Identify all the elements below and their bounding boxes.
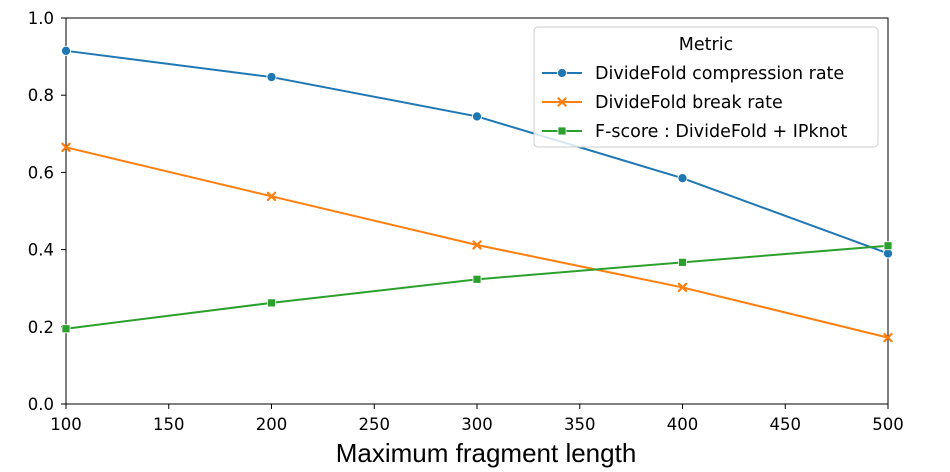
series-line	[65, 244, 889, 330]
y-tick-label: 0.2	[28, 318, 54, 337]
legend: Metric DivideFold compression rate DivideF…	[533, 26, 879, 148]
x-tick-label: 400	[667, 415, 699, 434]
legend-item: DivideFold compression rate	[542, 64, 844, 84]
y-tick-label: 0.6	[28, 163, 54, 182]
legend-item: DivideFold break rate	[542, 93, 783, 113]
series-2	[61, 142, 893, 343]
y-tick-label: 0.0	[28, 395, 54, 414]
x-tick-label: 500	[872, 415, 904, 434]
marker-stroke	[472, 240, 482, 250]
data-point	[267, 298, 276, 308]
marker-stroke	[557, 97, 567, 107]
data-point	[677, 282, 688, 293]
data-point	[61, 142, 71, 153]
data-point	[678, 257, 687, 267]
marker-stroke	[266, 191, 277, 202]
y-tick-label: 1.0	[28, 9, 54, 28]
series-1	[60, 45, 894, 259]
x-axis-label: Maximum fragment length	[336, 438, 637, 468]
legend-label: F-score : DivideFold + IPknot	[595, 122, 847, 142]
data-point	[882, 248, 894, 259]
marker-stroke	[677, 282, 688, 293]
data-point	[61, 324, 71, 334]
plot-area: 100 150 200 250 300 350 400 450 500 0.0 0.2 0.4 0.6 0…	[28, 9, 904, 468]
legend-box	[533, 26, 879, 148]
x-tick-label: 350	[564, 415, 596, 434]
x-tick-label: 450	[770, 415, 802, 434]
legend-item: F-score : DivideFold + IPknot	[542, 122, 847, 142]
data-point	[677, 173, 688, 184]
series-line	[65, 146, 889, 339]
marker-stroke	[61, 142, 71, 153]
x-tick-label: 300	[461, 415, 493, 434]
x-tick-label: 150	[153, 415, 185, 434]
series-layer	[60, 45, 894, 343]
legend-label: DivideFold break rate	[595, 93, 783, 113]
legend-marker	[557, 126, 567, 136]
data-point	[471, 111, 483, 122]
x-tick-label: 250	[359, 415, 391, 434]
legend-label: DivideFold compression rate	[595, 64, 844, 84]
y-tick-label: 0.4	[28, 241, 54, 260]
data-point	[472, 274, 482, 284]
data-point	[266, 191, 277, 202]
legend-marker	[556, 67, 568, 79]
data-point	[266, 72, 277, 83]
legend-marker	[557, 97, 567, 107]
data-point	[883, 241, 893, 251]
data-point	[883, 332, 893, 343]
series-3	[61, 241, 893, 334]
marker-stroke	[883, 332, 893, 343]
y-tick-label: 0.8	[28, 86, 54, 105]
legend-title: Metric	[679, 35, 733, 55]
x-tick-label: 200	[256, 415, 288, 434]
x-tick-label: 100	[50, 415, 82, 434]
data-point	[60, 45, 72, 56]
data-point	[472, 240, 482, 250]
